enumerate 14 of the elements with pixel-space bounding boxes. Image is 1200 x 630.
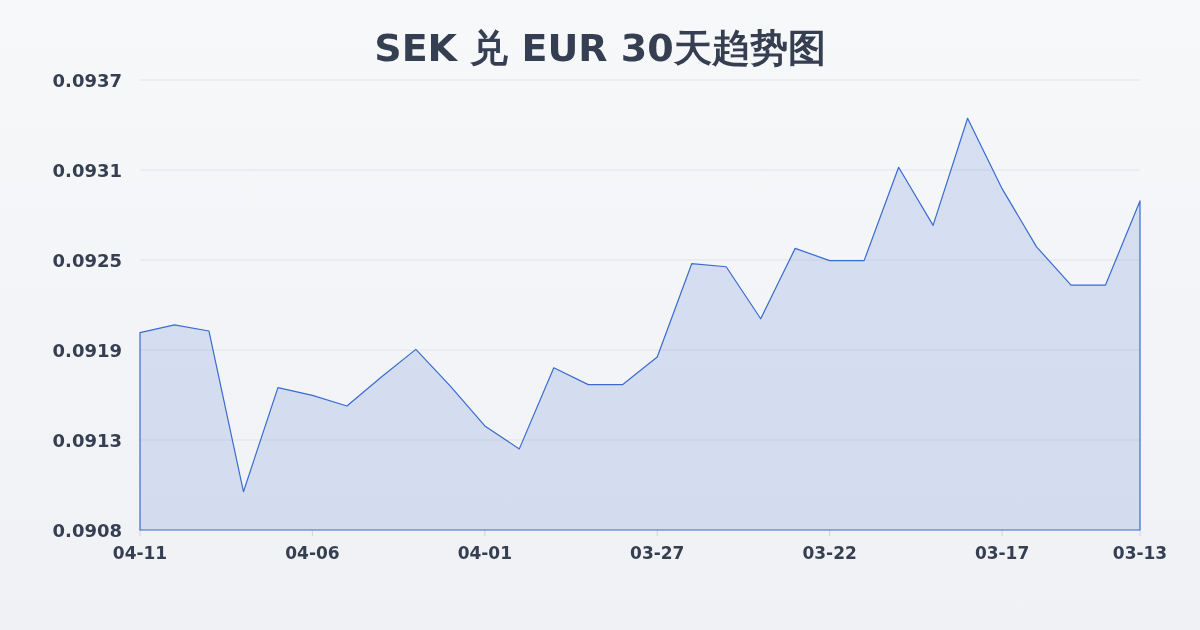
title: SEK 兑 EUR 30天趋势图	[374, 26, 826, 70]
y-tick-label: 0.0908	[52, 519, 122, 541]
y-tick-label: 0.0937	[52, 69, 122, 91]
y-tick-label: 0.0931	[52, 159, 122, 181]
x-tick-label: 04-06	[285, 543, 340, 563]
x-tick-label: 03-13	[1112, 543, 1168, 563]
x-tick-label: 03-22	[802, 543, 857, 563]
y-tick-label: 0.0919	[52, 339, 122, 361]
y-tick-label: 0.0925	[52, 249, 122, 271]
x-tick-label: 04-01	[457, 543, 512, 563]
y-tick-label: 0.0913	[52, 429, 122, 451]
x-tick-label: 04-11	[112, 543, 168, 563]
x-tick-label: 03-27	[630, 543, 685, 563]
x-tick-label: 03-17	[974, 543, 1030, 563]
